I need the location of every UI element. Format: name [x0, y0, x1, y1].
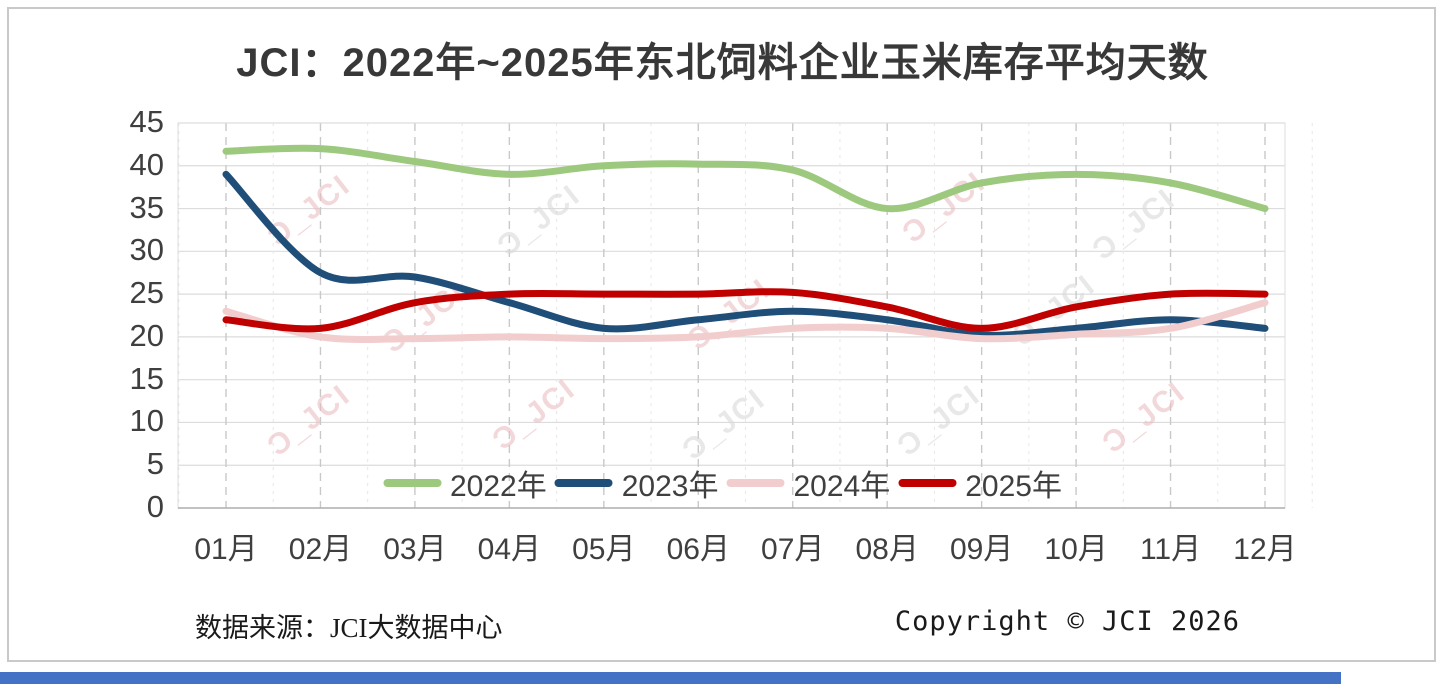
x-tick-label: 11月 [1139, 533, 1202, 566]
y-tick-label: 25 [129, 275, 164, 311]
x-tick-label: 07月 [761, 533, 825, 566]
y-tick-label: 45 [129, 104, 164, 139]
series-line-2024年 [222, 299, 1269, 343]
legend-item: 2022年 [383, 461, 547, 505]
copyright-label: Copyright © JCI 2026 [894, 606, 1240, 637]
x-tick-label: 03月 [383, 533, 447, 566]
x-tick-label: 05月 [572, 533, 636, 566]
x-tick-label: 09月 [949, 533, 1014, 566]
bottom-accent-bar [0, 672, 1341, 684]
x-tick-label: 10月 [1044, 533, 1108, 566]
y-tick-label: 10 [129, 403, 164, 439]
y-tick-label: 35 [129, 189, 164, 225]
legend-label: 2025年 [965, 470, 1062, 503]
chart-legend: 2022年 2023年 2024年 2025年 [379, 461, 1066, 505]
y-tick-label: 0 [146, 489, 164, 524]
jci-watermark: Ɔ_JCI [1087, 182, 1182, 267]
legend-item: 2025年 [898, 461, 1062, 505]
y-tick-label: 15 [129, 360, 164, 396]
x-tick-label: 06月 [666, 533, 730, 566]
legend-swatch-icon [898, 479, 957, 487]
chart-title: JCI：2022年~2025年东北饲料企业玉米库存平均天数 [236, 41, 1209, 85]
series-line-2022年 [222, 144, 1269, 213]
jci-watermark: Ɔ_JCI [892, 378, 987, 463]
x-tick-label: 02月 [288, 533, 353, 566]
y-tick-label: 20 [129, 317, 164, 353]
legend-swatch-icon [554, 479, 613, 487]
jci-watermark: Ɔ_JCI [1097, 375, 1192, 460]
legend-label: 2023年 [621, 470, 719, 503]
x-tick-label: 04月 [477, 533, 542, 566]
legend-item: 2023年 [554, 461, 719, 505]
x-tick-label: 01月 [194, 533, 258, 566]
series-line-2025年 [222, 288, 1269, 333]
legend-swatch-icon [726, 479, 785, 487]
x-tick-label: 12月 [1233, 533, 1297, 566]
jci-watermark: Ɔ_JCI [487, 372, 582, 457]
data-source-label: 数据来源：JCI大数据中心 [195, 613, 503, 643]
legend-swatch-icon [383, 479, 441, 487]
jci-watermark: Ɔ_JCI [677, 382, 772, 467]
legend-item: 2024年 [726, 461, 891, 505]
legend-label: 2022年 [450, 470, 547, 503]
legend-label: 2024年 [793, 470, 891, 503]
jci-watermark: Ɔ_JCI [262, 168, 357, 253]
jci-watermark: Ɔ_JCI [262, 378, 357, 463]
x-tick-label: 08月 [855, 533, 919, 566]
y-tick-label: 40 [129, 146, 164, 182]
jci-watermark: Ɔ_JCI [492, 178, 587, 263]
y-tick-label: 30 [129, 232, 164, 268]
y-tick-label: 5 [146, 446, 164, 482]
series-line-2023年 [222, 170, 1269, 339]
